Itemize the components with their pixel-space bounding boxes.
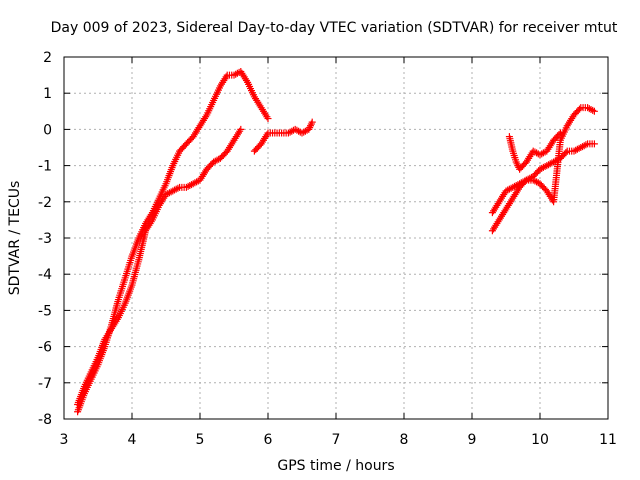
data-point [237, 125, 245, 133]
axis-ticks [63, 56, 609, 420]
series-track-4 [488, 140, 598, 235]
y-axis-label: SDTVAR / TECUs [7, 181, 23, 296]
series-track-1 [74, 67, 272, 416]
data-point [521, 177, 529, 185]
y-tick-label: -8 [38, 412, 52, 428]
x-tick-label: 5 [196, 432, 205, 448]
data-points [74, 67, 598, 416]
x-axis-label: GPS time / hours [277, 458, 394, 474]
data-point [562, 149, 570, 157]
data-point [288, 127, 296, 135]
data-point [307, 122, 314, 130]
x-tick-label: 9 [468, 432, 477, 448]
series-track-3 [250, 118, 316, 155]
chart-title: Day 009 of 2023, Sidereal Day-to-day VTE… [51, 20, 618, 36]
y-tick-label: 1 [43, 86, 52, 102]
grid-lines [64, 57, 608, 419]
y-tick-label: -1 [38, 159, 52, 175]
data-point [174, 184, 182, 192]
y-tick-label: -2 [38, 195, 52, 211]
y-tick-label: -3 [38, 231, 52, 247]
data-point [213, 156, 221, 164]
series-track-5 [488, 104, 598, 217]
data-point [556, 129, 564, 137]
data-point [308, 118, 316, 126]
y-tick-label: -5 [38, 303, 52, 319]
x-tick-label: 11 [599, 432, 617, 448]
y-tick-label: -7 [38, 376, 52, 392]
y-tick-label: 2 [43, 50, 52, 66]
x-tick-label: 10 [531, 432, 549, 448]
data-point [587, 105, 595, 113]
x-tick-label: 8 [400, 432, 409, 448]
x-tick-label: 3 [60, 432, 69, 448]
series-track-2 [74, 125, 245, 409]
data-point [589, 106, 597, 114]
y-tick-label: 0 [43, 122, 52, 138]
data-point [590, 140, 598, 148]
data-point [264, 115, 272, 123]
data-point [555, 130, 563, 138]
series-track-6 [505, 129, 564, 173]
y-tick-label: -4 [38, 267, 52, 283]
data-point [590, 107, 598, 115]
data-point [533, 149, 541, 157]
data-point [301, 127, 309, 135]
data-point [295, 127, 303, 135]
data-point [575, 105, 583, 113]
data-point [533, 178, 541, 186]
y-tick-labels: 2 1 0 -1 -2 -3 -4 -5 -6 -7 -8 [38, 50, 52, 428]
data-point [539, 149, 547, 157]
x-tick-label: 7 [332, 432, 341, 448]
y-tick-label: -6 [38, 340, 52, 356]
data-point [582, 141, 590, 149]
x-tick-labels: 3 4 5 6 7 8 9 10 11 [60, 432, 617, 448]
x-tick-label: 4 [128, 432, 137, 448]
x-tick-label: 6 [264, 432, 273, 448]
